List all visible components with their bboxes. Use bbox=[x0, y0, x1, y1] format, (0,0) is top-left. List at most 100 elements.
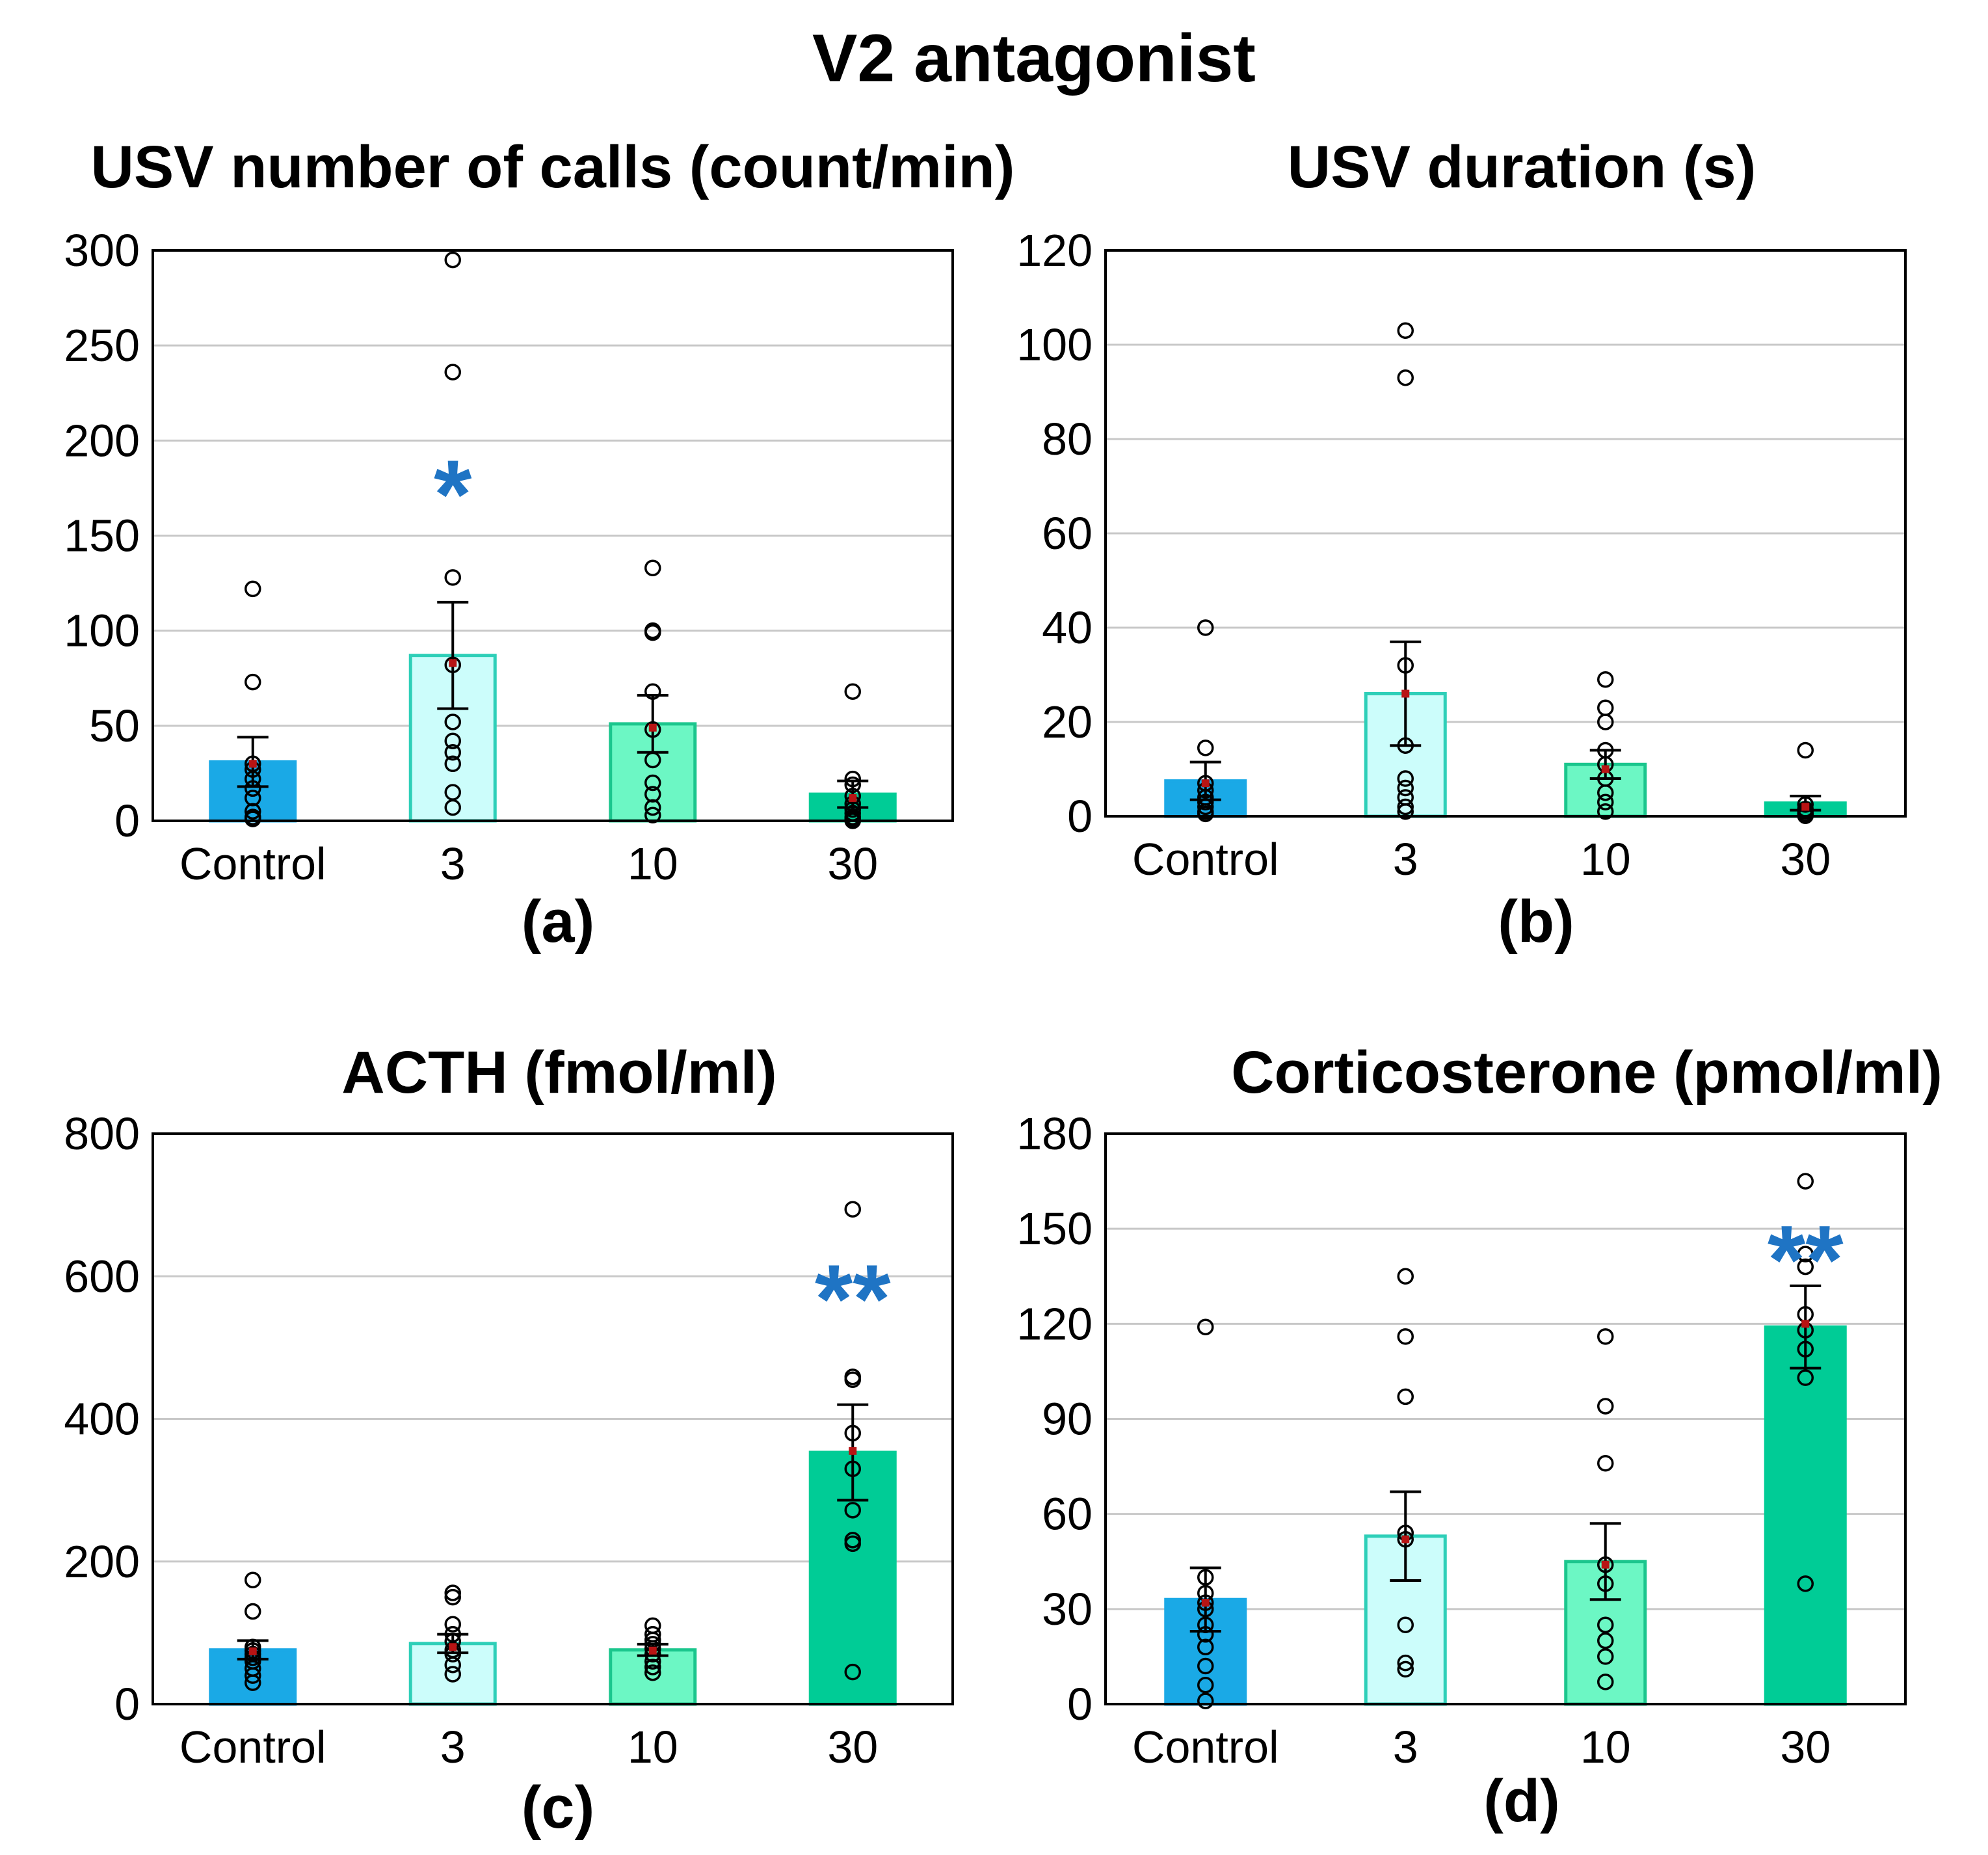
panel-d-xtick-label-3: 30 bbox=[1780, 1722, 1831, 1772]
panel-c-data-point bbox=[245, 1667, 261, 1684]
panel-b-xtick-label-1: 3 bbox=[1393, 834, 1418, 885]
panel-a-data-point bbox=[844, 776, 861, 794]
panel-d-ytick-label: 90 bbox=[1042, 1394, 1093, 1445]
panel-b-data-point bbox=[1797, 796, 1814, 813]
panel-b-data-point bbox=[1597, 714, 1614, 730]
panel-c-data-point bbox=[644, 1640, 661, 1657]
panel-a-label: (a) bbox=[522, 888, 594, 955]
panel-c-data-point bbox=[844, 1502, 861, 1519]
panel-d-data-point bbox=[1397, 1661, 1414, 1678]
panel-a-data-point bbox=[245, 770, 261, 788]
panel-b-xtick-label-0: Control bbox=[1132, 834, 1279, 885]
panel-d-data-point bbox=[1197, 1677, 1214, 1694]
panel-a-data-point bbox=[444, 656, 461, 674]
panel-a-plot-frame bbox=[152, 249, 954, 822]
panel-c-data-point bbox=[245, 1674, 261, 1691]
panel-a-significance-1: * bbox=[434, 440, 472, 549]
panel-c-data-point bbox=[444, 1584, 461, 1601]
panel-a-ytick-label: 300 bbox=[64, 225, 140, 276]
panel-d: Corticosterone (pmol/ml) (d) 0 30 60 90 120 1… bbox=[1016, 1039, 1942, 1834]
panel-d-data-point bbox=[1597, 1556, 1614, 1573]
panel-a-xtick-label-2: 10 bbox=[628, 838, 678, 889]
panel-d-ytick-label: 150 bbox=[1016, 1203, 1093, 1254]
panel-d-data-point bbox=[1597, 1575, 1614, 1592]
panel-c-ytick-label: 0 bbox=[114, 1679, 140, 1729]
panel-c-bar-2 bbox=[609, 1648, 697, 1706]
panel-b-data-point bbox=[1397, 770, 1414, 787]
panel-d-data-point bbox=[1397, 1616, 1414, 1633]
panel-b-data-point bbox=[1197, 798, 1214, 816]
panel-a-data-point bbox=[245, 580, 261, 598]
panel-b-ytick-label: 20 bbox=[1042, 697, 1093, 747]
panel-c-data-point bbox=[444, 1625, 461, 1643]
panel-c-data-point bbox=[844, 1663, 861, 1681]
panel-a-median-2 bbox=[648, 723, 657, 732]
panel-a-title: USV number of calls (count/min) bbox=[90, 134, 1014, 200]
panel-d-bar-3 bbox=[1764, 1325, 1847, 1706]
panel-d-median-3 bbox=[1801, 1320, 1810, 1328]
panel-d-label: (d) bbox=[1483, 1768, 1559, 1834]
panel-d-data-point bbox=[1197, 1616, 1214, 1633]
panel-a-data-point bbox=[444, 569, 461, 586]
panel-b-data-point bbox=[1197, 794, 1214, 810]
panel-b-data-point bbox=[1397, 803, 1414, 820]
panel-b-data-point bbox=[1197, 805, 1214, 823]
panel-a-data-point bbox=[444, 714, 461, 730]
panel-b-ytick-label: 120 bbox=[1016, 225, 1093, 276]
panel-b-title: USV duration (s) bbox=[1288, 134, 1756, 200]
panel-b-data-point bbox=[1397, 779, 1414, 797]
panel-b-xtick-label-2: 10 bbox=[1580, 834, 1631, 885]
panel-c-data-point bbox=[444, 1588, 461, 1606]
panel-d-data-point bbox=[1197, 1657, 1214, 1675]
panel-a-data-point bbox=[444, 732, 461, 749]
panel-c-significance-3: ** bbox=[815, 1244, 891, 1354]
panel-b-median-2 bbox=[1601, 765, 1610, 773]
panel-c-xtick-label-0: Control bbox=[179, 1722, 326, 1772]
panel-c-data-point bbox=[644, 1664, 661, 1681]
panel-c-data-point bbox=[444, 1616, 461, 1633]
panel-a-data-point bbox=[644, 751, 661, 769]
panel-d-xtick-label-1: 3 bbox=[1393, 1722, 1418, 1772]
panel-d-data-point bbox=[1397, 1268, 1414, 1285]
panel-d-data-point bbox=[1797, 1575, 1814, 1592]
panel-d-median-1 bbox=[1401, 1535, 1410, 1543]
panel-a-ytick-label: 100 bbox=[64, 606, 140, 656]
panel-c-data-point bbox=[844, 1201, 861, 1218]
panel-c-bar-1 bbox=[408, 1642, 497, 1706]
panel-a-median-0 bbox=[248, 760, 257, 768]
panel-b-ytick-label: 0 bbox=[1067, 791, 1093, 842]
panel-c-median-3 bbox=[849, 1447, 857, 1455]
panel-c-median-1 bbox=[449, 1643, 457, 1651]
panel-c-data-point bbox=[844, 1371, 861, 1388]
panel-b-data-point bbox=[1397, 798, 1414, 816]
panel-b-ytick-label: 100 bbox=[1016, 319, 1093, 370]
panel-d-data-point bbox=[1797, 1341, 1814, 1358]
panel-d-ytick-label: 120 bbox=[1016, 1298, 1093, 1349]
panel-a-xtick-label-1: 3 bbox=[440, 838, 466, 889]
panel-a-ytick-label: 200 bbox=[64, 415, 140, 466]
panel-d-data-point bbox=[1797, 1258, 1814, 1275]
panel-a-data-point bbox=[644, 721, 661, 738]
panel-b-data-point bbox=[1397, 657, 1414, 674]
panel-d-data-point bbox=[1197, 1638, 1214, 1656]
panel-d-median-0 bbox=[1201, 1599, 1210, 1607]
panel-c-xtick-label-2: 10 bbox=[628, 1722, 678, 1772]
panel-c-data-point bbox=[644, 1659, 661, 1675]
panel-a-median-1 bbox=[449, 659, 457, 667]
panel-d-title: Corticosterone (pmol/ml) bbox=[1231, 1039, 1942, 1106]
panel-a-ytick-label: 0 bbox=[114, 795, 140, 846]
panel-a-data-point bbox=[245, 810, 261, 827]
panel-b-data-point bbox=[1797, 741, 1814, 759]
panel-b-data-point bbox=[1397, 322, 1414, 339]
panel-d-ytick-label: 30 bbox=[1042, 1584, 1093, 1635]
panel-d-data-point bbox=[1797, 1246, 1814, 1262]
panel-c-data-point bbox=[844, 1460, 861, 1477]
panel-b-median-0 bbox=[1201, 779, 1210, 788]
panel-a-data-point bbox=[444, 364, 461, 380]
panel-c-data-point bbox=[444, 1656, 461, 1674]
panel-a-data-point bbox=[444, 799, 461, 816]
panel-c-data-point bbox=[444, 1666, 461, 1683]
panel-c-title: ACTH (fmol/ml) bbox=[341, 1039, 776, 1106]
panel-d-data-point bbox=[1197, 1594, 1214, 1611]
panel-a-data-point bbox=[444, 755, 461, 773]
